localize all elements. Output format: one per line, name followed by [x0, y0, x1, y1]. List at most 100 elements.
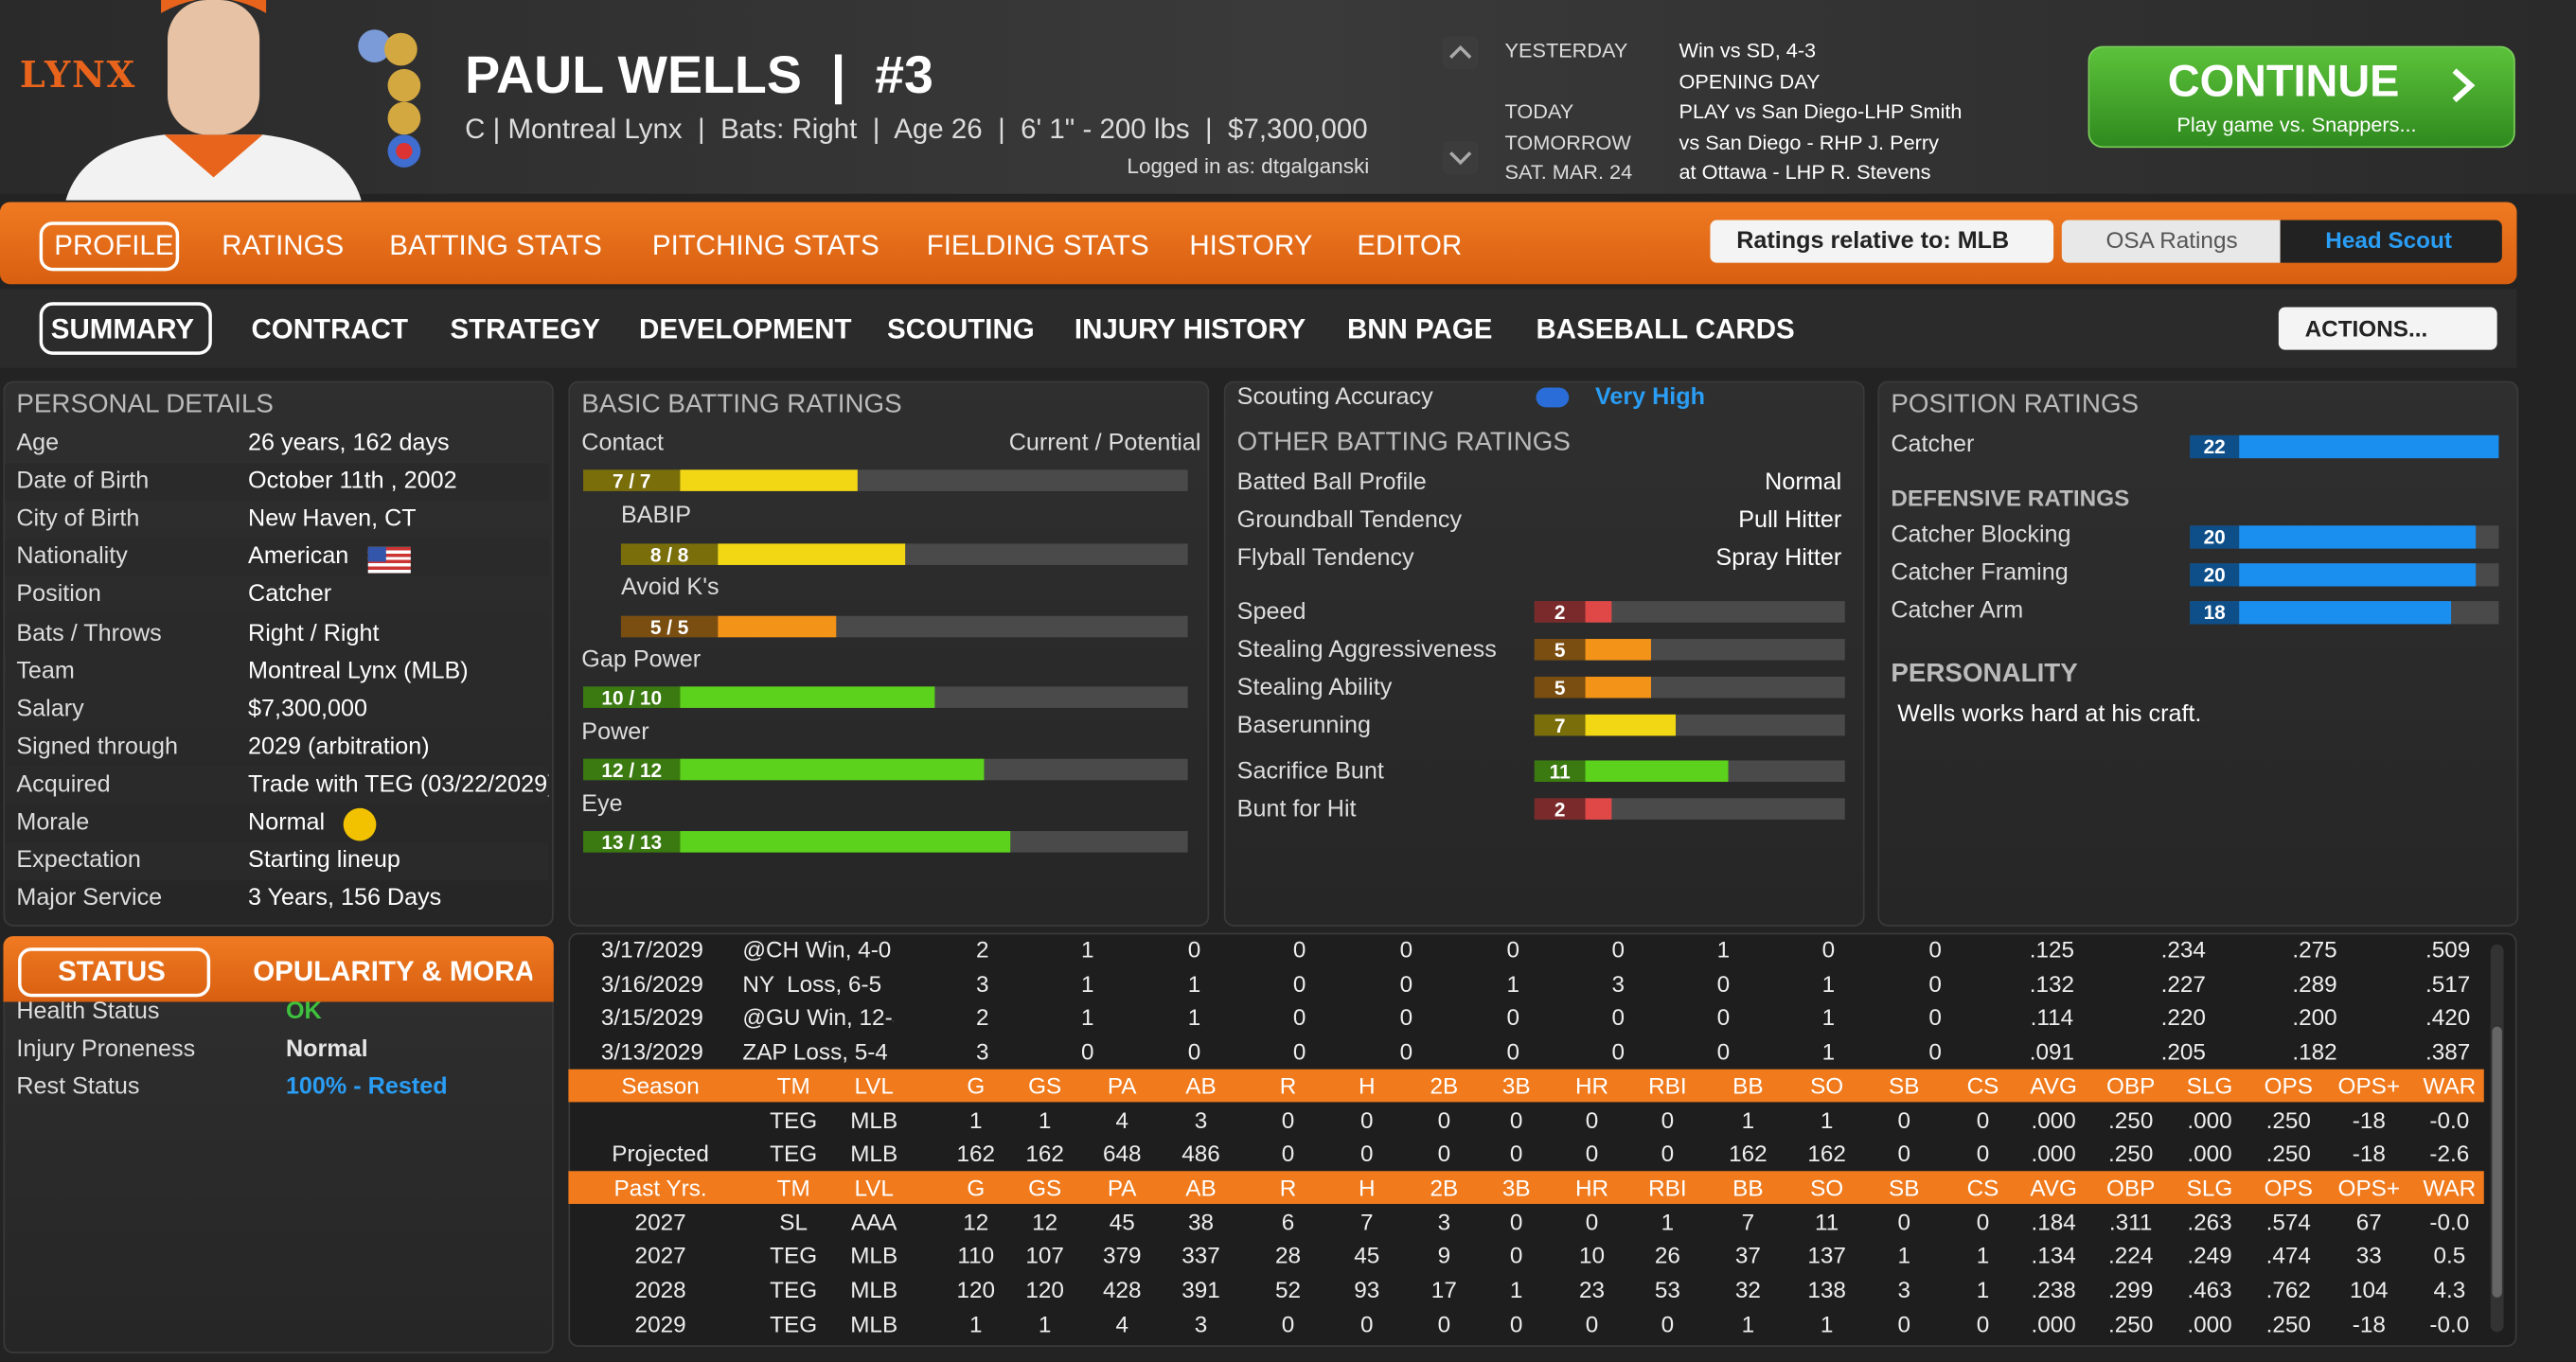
other-value: 7	[1554, 714, 1566, 738]
game-log-cell: .200	[2292, 1003, 2337, 1031]
nav-tab[interactable]: FIELDING STATS	[926, 229, 1149, 261]
panel-title: POSITION RATINGS	[1891, 391, 2140, 419]
game-log-cell: .220	[2160, 1003, 2206, 1031]
nav-tab[interactable]: PROFILE	[54, 229, 174, 261]
table-cell: 1	[1741, 1310, 1755, 1336]
table-cell: 0	[1509, 1310, 1523, 1336]
rating-name: Sacrifice Bunt	[1236, 758, 1384, 786]
other-value: 5	[1554, 639, 1566, 663]
game-log-cell: 2	[975, 1003, 989, 1031]
game-log-cell: 0	[1187, 1037, 1201, 1065]
other-value: 2	[1554, 798, 1566, 822]
table-cell: .311	[2108, 1208, 2153, 1235]
batting-value-box	[583, 469, 681, 491]
schedule-arrows[interactable]	[1442, 36, 1479, 177]
rating-source[interactable]: OSA Ratings	[2105, 226, 2238, 254]
table-cell: -0.0	[2429, 1208, 2470, 1235]
table-cell: 0	[1437, 1106, 1451, 1133]
continue-button[interactable]	[2087, 45, 2515, 149]
table-header: H	[1358, 1071, 1376, 1099]
actions-label[interactable]: ACTIONS...	[2304, 315, 2428, 342]
table-cell: 0	[1360, 1140, 1374, 1167]
table-cell: 337	[1181, 1242, 1220, 1269]
table-cell: 1	[1038, 1310, 1052, 1336]
table-cell: SL	[779, 1208, 808, 1235]
defense-name: Catcher Framing	[1891, 559, 2069, 587]
detail-label: Bats / Throws	[16, 620, 162, 646]
sub-tab[interactable]: SCOUTING	[887, 313, 1035, 345]
table-cell: .574	[2265, 1208, 2311, 1235]
detail-value: 26 years, 162 days	[248, 430, 450, 457]
other-value-box	[1534, 714, 1586, 736]
detail-value: Catcher	[248, 581, 332, 609]
scout-toggle[interactable]	[2280, 220, 2502, 263]
batting-value: 13 / 13	[601, 831, 663, 855]
sub-tab[interactable]: CONTRACT	[251, 313, 409, 345]
sub-tab[interactable]: SUMMARY	[50, 313, 195, 345]
table-cell: 7	[1741, 1208, 1755, 1235]
other-track	[1534, 798, 1845, 820]
sub-tab[interactable]: BASEBALL CARDS	[1536, 313, 1795, 345]
continue-title[interactable]: CONTINUE	[2167, 56, 2400, 106]
ratings-dropdown[interactable]	[1710, 220, 2054, 263]
schedule-text: vs San Diego - RHP J. Perry	[1679, 130, 1939, 154]
continue-subtitle[interactable]: Play game vs. Snappers...	[2176, 113, 2417, 137]
table-cell: -2.6	[2429, 1140, 2470, 1167]
table-cell: 0	[1976, 1106, 1990, 1133]
sub-tab[interactable]: DEVELOPMENT	[639, 313, 852, 345]
actions-button[interactable]	[2278, 307, 2497, 350]
table-cell: .134	[2031, 1242, 2076, 1269]
nav-tab[interactable]: PITCHING STATS	[651, 229, 879, 261]
table-cell: 162	[1025, 1140, 1064, 1167]
morale-icon	[343, 807, 377, 841]
batting-value-box	[620, 615, 719, 638]
nav-tab[interactable]: RATINGS	[222, 229, 345, 261]
table-cell: .000	[2031, 1310, 2076, 1336]
schedule-text: at Ottawa - LHP R. Stevens	[1679, 161, 1931, 185]
sub-tab[interactable]: STRATEGY	[450, 313, 600, 345]
game-log-cell: 0	[1187, 936, 1201, 963]
table-cell: 9	[1437, 1242, 1451, 1269]
table-cell: .250	[2265, 1106, 2311, 1133]
rating-source[interactable]: Head Scout	[2325, 226, 2452, 254]
game-log-cell: 0	[1928, 936, 1942, 963]
trait-value: Pull Hitter	[1738, 507, 1842, 535]
table-cell: -0.0	[2429, 1106, 2470, 1133]
status-tab[interactable]: OPULARITY & MORAL	[253, 955, 533, 987]
table-cell: 93	[1354, 1276, 1380, 1303]
table-cell: 0	[1585, 1310, 1599, 1336]
detail-label: Date of Birth	[16, 468, 150, 495]
table-header: G	[967, 1071, 986, 1099]
table-cell: 1	[969, 1106, 983, 1133]
table-cell: 7	[1360, 1208, 1374, 1235]
sub-tab[interactable]: BNN PAGE	[1346, 313, 1493, 345]
table-cell: 45	[1354, 1242, 1380, 1269]
game-log-cell: 0	[1716, 1003, 1731, 1031]
table-header: SLG	[2186, 1071, 2233, 1099]
ratings-dropdown-label[interactable]: Ratings relative to: MLB	[1736, 228, 2010, 255]
batting-value: 12 / 12	[601, 758, 663, 783]
panel-title: BASIC BATTING RATINGS	[581, 391, 902, 419]
game-log-cell: 1	[1821, 970, 1836, 997]
table-cell: .238	[2031, 1276, 2076, 1303]
detail-value: Right / Right	[248, 620, 380, 646]
status-tab[interactable]: STATUS	[58, 955, 166, 987]
game-log-cell: 3	[1611, 970, 1626, 997]
other-value-box	[1534, 798, 1586, 820]
table-cell: .250	[2265, 1310, 2311, 1336]
trait-value: Normal	[1765, 469, 1842, 497]
schedule-text: OPENING DAY	[1679, 69, 1821, 94]
table-cell: 120	[956, 1276, 996, 1303]
position-value: 20	[2203, 525, 2226, 549]
osa-toggle[interactable]	[2061, 220, 2281, 263]
scroll-thumb[interactable]	[2492, 1026, 2502, 1298]
nav-tab[interactable]: BATTING STATS	[389, 229, 602, 261]
award-badges[interactable]	[351, 23, 434, 174]
sub-tab[interactable]: INJURY HISTORY	[1074, 313, 1306, 345]
table-header: PA	[1107, 1071, 1137, 1099]
other-value-box	[1534, 760, 1586, 783]
detail-value: $7,300,000	[248, 696, 367, 722]
nav-tab[interactable]: HISTORY	[1189, 229, 1313, 261]
nav-tab[interactable]: EDITOR	[1357, 229, 1463, 261]
table-header: PA	[1107, 1174, 1137, 1201]
